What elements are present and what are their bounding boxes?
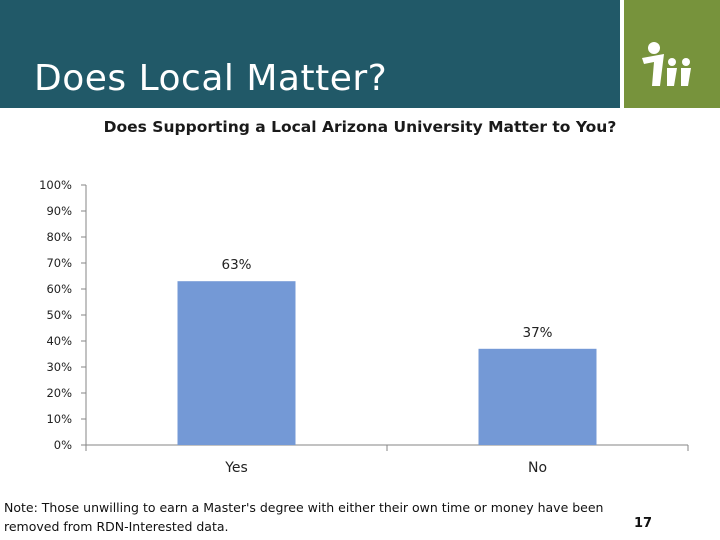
bar-no [478, 348, 597, 445]
header-divider [620, 0, 624, 108]
slide-title: Does Local Matter? [34, 58, 388, 99]
people-figures-logo-icon [642, 42, 691, 86]
header-bar [0, 0, 620, 108]
y-tick-label: 50% [46, 308, 72, 322]
y-tick-label: 30% [46, 360, 72, 374]
y-tick-label: 10% [46, 412, 72, 426]
y-tick-label: 0% [54, 438, 72, 452]
y-tick-label: 90% [46, 204, 72, 218]
y-tick-label: 60% [46, 282, 72, 296]
y-tick-label: 70% [46, 256, 72, 270]
page-number: 17 [634, 516, 653, 531]
y-tick-label: 100% [39, 178, 72, 192]
category-label: Yes [224, 460, 248, 476]
chart-title: Does Supporting a Local Arizona Universi… [103, 118, 617, 136]
y-tick-label: 40% [46, 334, 72, 348]
bar-chart: 0% 10% 20% 30% 40% 50% 60% 70% 80% 90% 100% 63% Yes 3… [39, 178, 689, 476]
data-label: 37% [522, 325, 552, 341]
y-tick-label: 80% [46, 230, 72, 244]
bar-yes [177, 281, 296, 445]
logo-panel [624, 0, 720, 108]
category-label: No [528, 460, 547, 476]
data-label: 63% [221, 257, 251, 273]
footnote: Note: Those unwilling to earn a Master's… [4, 500, 604, 534]
y-tick-label: 20% [46, 386, 72, 400]
